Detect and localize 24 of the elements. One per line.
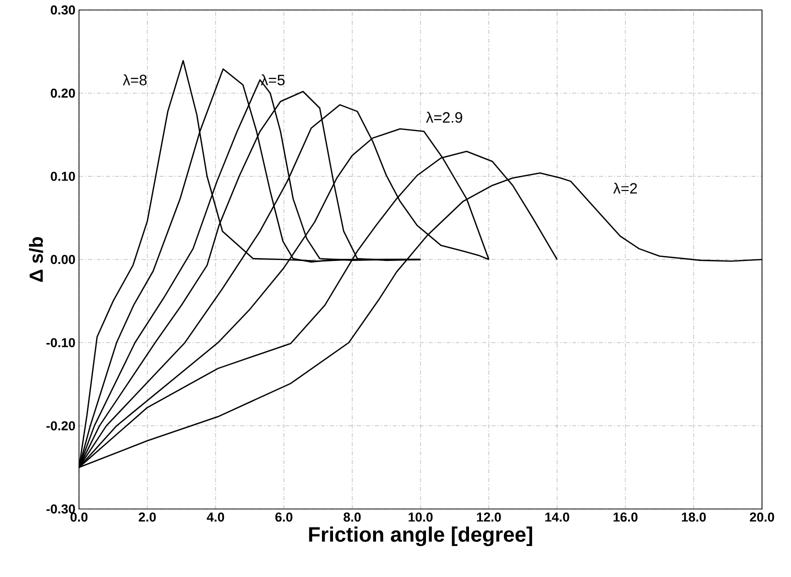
- y-tick-label: -0.30: [46, 504, 75, 514]
- y-tick-label: 0.20: [50, 88, 75, 98]
- x-tick-label: 2.0: [138, 512, 156, 522]
- x-tick-label: 18.0: [682, 512, 706, 522]
- x-tick-label: 14.0: [545, 512, 570, 522]
- y-tick-label: -0.10: [46, 338, 75, 348]
- x-tick-label: 6.0: [275, 512, 292, 522]
- x-tick-label: 0.0: [70, 512, 88, 522]
- annotation: λ=8: [122, 74, 147, 86]
- x-tick-label: 12.0: [477, 512, 501, 522]
- y-tick-label: 0.10: [50, 172, 75, 181]
- x-tick-label: 4.0: [206, 512, 224, 522]
- x-tick-label: 16.0: [614, 512, 638, 522]
- annotation: λ=5: [260, 74, 285, 86]
- y-tick-label: 0.30: [50, 5, 75, 15]
- y-tick-label: -0.20: [46, 421, 75, 430]
- annotation: λ=2: [613, 182, 637, 194]
- annotation: λ=2.9: [426, 112, 462, 123]
- y-axis-title: Δ s/b: [29, 237, 44, 282]
- x-tick-label: 10.0: [408, 512, 433, 522]
- x-axis-title: Friction angle [degree]: [309, 526, 532, 546]
- y-tick-label: 0.00: [50, 254, 75, 264]
- x-tick-label: 8.0: [344, 512, 361, 522]
- x-tick-label: 20.0: [750, 512, 774, 522]
